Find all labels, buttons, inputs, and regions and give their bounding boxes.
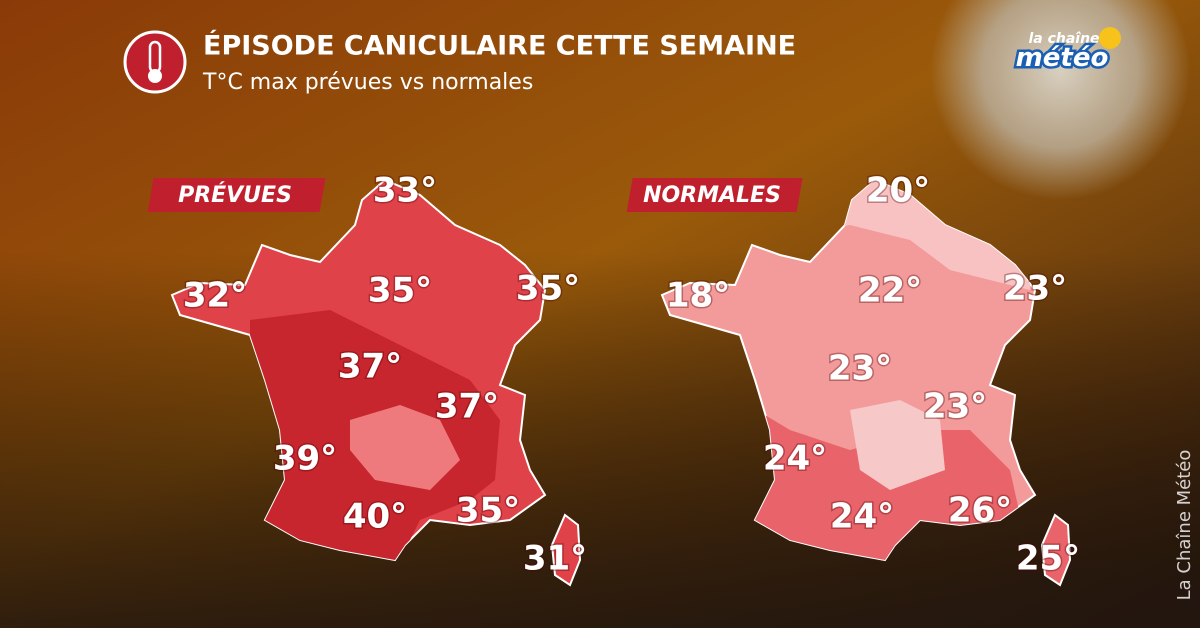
temperature-label: 22° xyxy=(858,271,922,311)
temperature-label: 39° xyxy=(273,439,337,479)
subtitle: T°C max prévues vs normales xyxy=(202,70,533,95)
temperature-label: 35° xyxy=(456,491,520,531)
temperature-label: 35° xyxy=(516,269,580,309)
title: ÉPISODE CANICULAIRE CETTE SEMAINE xyxy=(203,30,796,62)
temperature-label: 18° xyxy=(666,276,730,316)
zone xyxy=(850,400,945,490)
map-forecast xyxy=(171,179,581,586)
thermometer-icon xyxy=(123,30,187,94)
map-label: NORMALES xyxy=(643,183,781,208)
logo-text: la chaîne xyxy=(1028,31,1099,47)
temperature-label: 40° xyxy=(343,497,407,537)
temperature-label: 23° xyxy=(1003,269,1067,309)
temperature-label: 20° xyxy=(866,171,930,211)
thermometer-icon xyxy=(148,69,162,83)
credit: La Chaîne Météo xyxy=(1174,450,1195,601)
temperature-label: 26° xyxy=(948,491,1012,531)
temperature-label: 37° xyxy=(435,387,499,427)
temperature-label: 24° xyxy=(830,497,894,537)
temperature-label: 35° xyxy=(368,271,432,311)
map-label-box xyxy=(626,178,803,212)
temperature-label: 32° xyxy=(183,276,247,316)
temperature-label: 37° xyxy=(338,347,402,387)
temperature-label: 31° xyxy=(523,539,587,579)
temperature-label: 23° xyxy=(828,349,892,389)
logo-text: météo xyxy=(1016,43,1109,73)
temperature-label: 24° xyxy=(763,439,827,479)
map-label: PRÉVUES xyxy=(178,182,292,208)
logo-sun xyxy=(1099,27,1121,49)
map-label-box xyxy=(147,178,326,212)
temperature-label: 25° xyxy=(1016,539,1080,579)
badges xyxy=(147,178,803,212)
temperature-label: 33° xyxy=(373,171,437,211)
zone xyxy=(350,405,460,490)
temperature-label: 23° xyxy=(923,387,987,427)
